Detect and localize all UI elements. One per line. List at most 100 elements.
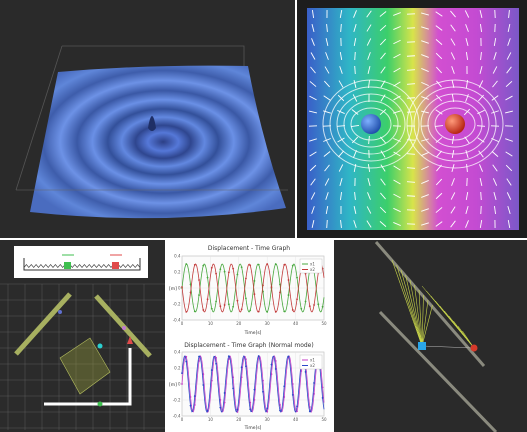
field-arrow [310,178,316,186]
y-tick-label: -0.4 [173,317,181,322]
field-arrow [367,66,371,74]
electric-field-panel[interactable] [297,0,527,238]
light-point[interactable] [97,343,103,349]
prism[interactable] [59,337,111,395]
data-point [185,310,188,313]
field-line [413,86,497,162]
wave-surface-canvas[interactable] [0,0,295,238]
field-arrow [367,163,371,173]
field-arrow [367,178,371,186]
y-tick-label: 0.2 [174,365,181,370]
field-arrow [367,52,371,60]
mirror-right[interactable] [94,294,152,358]
spring-track [23,258,141,271]
data-point [215,356,217,359]
field-arrow [464,136,470,144]
field-arrow [478,150,484,158]
data-point [300,307,303,310]
field-arrow [366,10,372,18]
field-line [420,93,490,155]
marker-violet[interactable] [122,326,126,330]
field-arrow [435,178,443,186]
field-arrow [340,23,342,33]
field-arrow [339,9,343,19]
data-point [270,286,273,288]
data-point [210,379,213,382]
data-point [189,404,192,407]
electric-field-canvas[interactable] [297,0,527,238]
data-point [274,310,277,313]
spring-system-panel[interactable] [0,240,165,432]
wave-surface-panel[interactable] [0,0,295,238]
marker-green[interactable] [97,401,103,407]
pendulum-canvas[interactable] [334,240,527,432]
field-arrow [507,23,511,33]
x-tick-label: 40 [293,417,299,422]
field-line [336,93,406,155]
mass-2[interactable] [112,262,119,269]
marker-red[interactable] [127,336,133,344]
data-point [240,376,243,379]
data-point [283,263,286,266]
pendulum-bob-2[interactable] [470,344,478,352]
data-point [321,386,324,389]
marker-blue[interactable] [58,310,62,314]
field-arrow [309,151,317,157]
field-arrow [354,51,356,61]
field-arrow [324,178,330,186]
field-arrow [311,9,315,19]
field-arrow [406,55,416,57]
data-point [257,310,260,313]
field-arrow [493,37,497,47]
field-arrow [393,95,401,101]
pendulum-string [405,274,423,347]
negative-charge[interactable] [361,114,381,134]
series-group [181,263,325,313]
spring-system-canvas[interactable] [0,240,165,432]
pendulum-panel[interactable] [334,240,527,432]
series-line-x1 [181,355,325,413]
data-point [223,392,226,394]
data-point [262,379,264,382]
field-arrow [477,109,485,115]
data-point [274,360,277,362]
field-arrow [494,205,496,215]
field-arrow [323,80,331,88]
data-point [219,406,222,409]
field-arrow [492,164,498,172]
pendulum-string [400,269,423,347]
data-point [189,291,192,294]
data-point [283,385,286,388]
data-point [227,271,230,274]
y-tick-label: 0 [178,381,181,386]
field-arrow [340,219,342,229]
grid [0,283,165,430]
pendulum-string [414,284,423,347]
field-arrow [380,80,386,88]
field-arrow [339,178,343,186]
field-arrow [379,11,387,17]
data-point [266,263,269,265]
field-arrow [507,206,511,214]
field-arrow [466,163,468,173]
legend-entry: x2 [310,363,315,368]
field-arrow [492,80,498,88]
positive-charge[interactable] [445,114,465,134]
pendulum-bob-1[interactable] [418,342,426,350]
data-point [296,276,298,279]
mass-1[interactable] [64,262,71,269]
data-point [291,309,294,311]
field-arrow [436,94,442,102]
data-point [245,277,247,280]
field-arrow [421,194,429,198]
pendulum-string [418,289,423,347]
x-tick-label: 30 [265,321,271,326]
data-point [253,399,256,401]
data-point [181,383,183,385]
field-arrow [435,109,443,115]
mirror-left[interactable] [14,292,72,356]
data-point [262,390,264,393]
field-arrow [393,138,401,142]
field-arrow [351,109,359,115]
field-arrow [479,164,483,172]
